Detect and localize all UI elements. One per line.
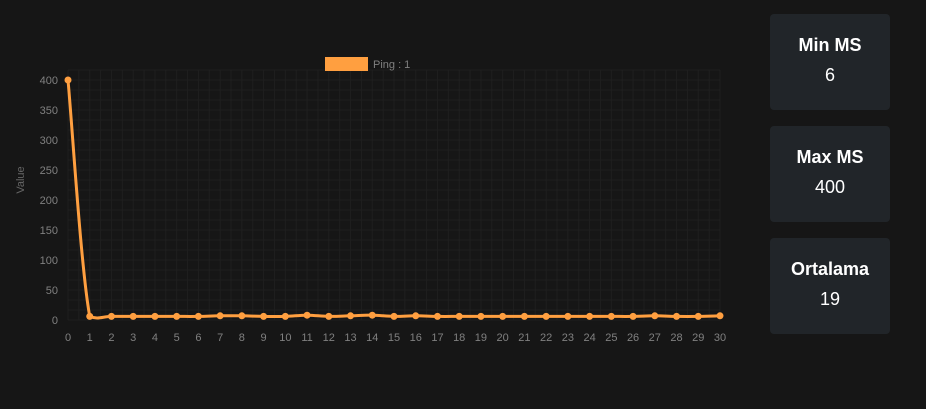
data-point bbox=[260, 312, 268, 320]
x-tick-label: 16 bbox=[410, 332, 422, 344]
y-tick-label: 200 bbox=[40, 195, 58, 207]
x-tick-label: 27 bbox=[649, 332, 661, 344]
x-tick-label: 21 bbox=[518, 332, 530, 344]
data-point bbox=[694, 312, 702, 320]
x-tick-label: 20 bbox=[497, 332, 509, 344]
y-tick-label: 150 bbox=[40, 225, 58, 237]
x-tick-label: 19 bbox=[475, 332, 487, 344]
data-point bbox=[216, 312, 224, 320]
data-point bbox=[281, 312, 289, 320]
data-point bbox=[629, 312, 637, 320]
y-tick-label: 50 bbox=[46, 285, 58, 297]
max-ms-card: Max MS 400 bbox=[770, 126, 890, 222]
y-tick-label: 350 bbox=[40, 105, 58, 117]
average-ms-value: 19 bbox=[819, 289, 841, 309]
data-point bbox=[412, 312, 420, 320]
data-point bbox=[433, 312, 441, 320]
x-tick-label: 2 bbox=[108, 332, 114, 344]
data-point bbox=[347, 312, 355, 320]
data-point bbox=[368, 311, 376, 319]
data-point bbox=[194, 312, 202, 320]
x-tick-label: 26 bbox=[627, 332, 639, 344]
x-tick-label: 29 bbox=[692, 332, 704, 344]
max-ms-value: 400 bbox=[814, 177, 846, 197]
data-point bbox=[520, 312, 528, 320]
x-tick-label: 18 bbox=[453, 332, 465, 344]
x-tick-label: 14 bbox=[366, 332, 378, 344]
x-tick-label: 4 bbox=[152, 332, 158, 344]
data-point bbox=[716, 312, 724, 320]
y-tick-label: 0 bbox=[52, 315, 58, 327]
data-point bbox=[129, 312, 137, 320]
data-point bbox=[303, 311, 311, 319]
average-ms-label: Ortalama bbox=[790, 259, 870, 279]
data-point bbox=[390, 312, 398, 320]
data-point bbox=[651, 312, 659, 320]
data-point bbox=[564, 312, 572, 320]
x-tick-label: 5 bbox=[174, 332, 180, 344]
x-tick-label: 13 bbox=[344, 332, 356, 344]
average-ms-card: Ortalama 19 bbox=[770, 238, 890, 334]
x-tick-label: 6 bbox=[195, 332, 201, 344]
min-ms-value: 6 bbox=[824, 65, 835, 85]
y-tick-label: 400 bbox=[40, 75, 58, 87]
x-tick-label: 30 bbox=[714, 332, 726, 344]
x-tick-label: 28 bbox=[670, 332, 682, 344]
data-point bbox=[86, 312, 94, 320]
ping-chart: 0 50 100 150 200 250 300 350 400 0 1 2 3 4 5 6 7 8 9 10 11 12… bbox=[15, 57, 726, 344]
data-point bbox=[455, 312, 463, 320]
data-point bbox=[325, 312, 333, 320]
data-point bbox=[107, 312, 115, 320]
data-point bbox=[64, 76, 72, 84]
x-tick-label: 23 bbox=[562, 332, 574, 344]
x-tick-label: 0 bbox=[65, 332, 71, 344]
data-point bbox=[607, 312, 615, 320]
legend-label: Ping : 1 bbox=[373, 59, 410, 71]
x-tick-label: 15 bbox=[388, 332, 400, 344]
x-tick-label: 22 bbox=[540, 332, 552, 344]
x-tick-label: 1 bbox=[87, 332, 93, 344]
legend-swatch bbox=[325, 57, 368, 71]
min-ms-label: Min MS bbox=[798, 35, 862, 55]
data-point bbox=[238, 312, 246, 320]
x-tick-label: 24 bbox=[583, 332, 595, 344]
x-tick-label: 3 bbox=[130, 332, 136, 344]
y-tick-label: 100 bbox=[40, 255, 58, 267]
data-point bbox=[151, 312, 159, 320]
max-ms-label: Max MS bbox=[796, 147, 864, 167]
x-tick-label: 8 bbox=[239, 332, 245, 344]
x-tick-label: 17 bbox=[431, 332, 443, 344]
data-point bbox=[586, 312, 594, 320]
x-tick-label: 11 bbox=[301, 332, 312, 344]
y-tick-label: 250 bbox=[40, 165, 58, 177]
x-tick-label: 9 bbox=[261, 332, 267, 344]
x-tick-label: 12 bbox=[323, 332, 335, 344]
data-point bbox=[499, 312, 507, 320]
data-point bbox=[542, 312, 550, 320]
y-tick-label: 300 bbox=[40, 135, 58, 147]
x-tick-label: 25 bbox=[605, 332, 617, 344]
x-tick-label: 7 bbox=[217, 332, 223, 344]
data-point bbox=[673, 312, 681, 320]
x-tick-label: 10 bbox=[279, 332, 291, 344]
y-axis-label: Value bbox=[15, 166, 27, 193]
data-point bbox=[477, 312, 485, 320]
min-ms-card: Min MS 6 bbox=[770, 14, 890, 110]
data-point bbox=[173, 312, 181, 320]
